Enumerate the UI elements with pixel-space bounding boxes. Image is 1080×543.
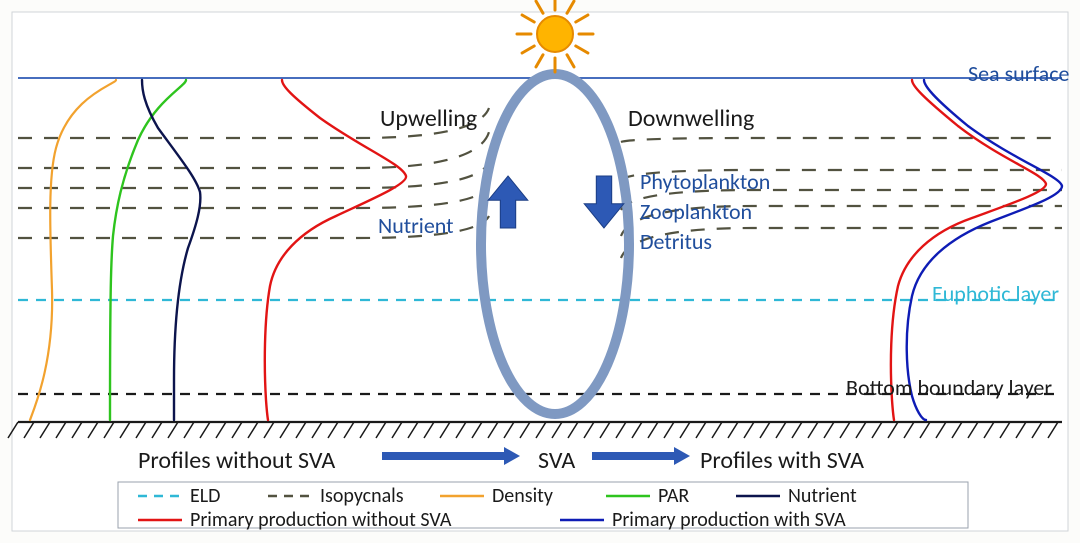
svg-text:Density: Density [492, 484, 553, 508]
label-profiles-without: Profiles without SVA [138, 446, 335, 475]
label-detritus: Detritus [640, 228, 712, 255]
svg-text:Nutrient: Nutrient [788, 484, 857, 508]
label-euphotic: Euphotic layer [932, 280, 1059, 307]
svg-text:PAR: PAR [658, 484, 689, 508]
label-sva: SVA [538, 446, 575, 475]
label-upwelling: Upwelling [380, 104, 477, 133]
svg-text:Primary production with SVA: Primary production with SVA [612, 508, 846, 532]
label-downwelling: Downwelling [628, 104, 754, 133]
svg-text:ELD: ELD [190, 484, 220, 508]
label-profiles-with: Profiles with SVA [700, 446, 864, 475]
svg-text:Isopycnals: Isopycnals [320, 484, 404, 508]
label-nutrient: Nutrient [378, 212, 454, 239]
label-phyto: Phytoplankton [640, 168, 770, 195]
label-zoo: Zooplankton [640, 198, 752, 225]
label-sea-surface: Sea surface [968, 60, 1069, 87]
svg-text:Primary production without SVA: Primary production without SVA [190, 508, 452, 532]
label-bbl: Bottom boundary layer [846, 374, 1052, 401]
